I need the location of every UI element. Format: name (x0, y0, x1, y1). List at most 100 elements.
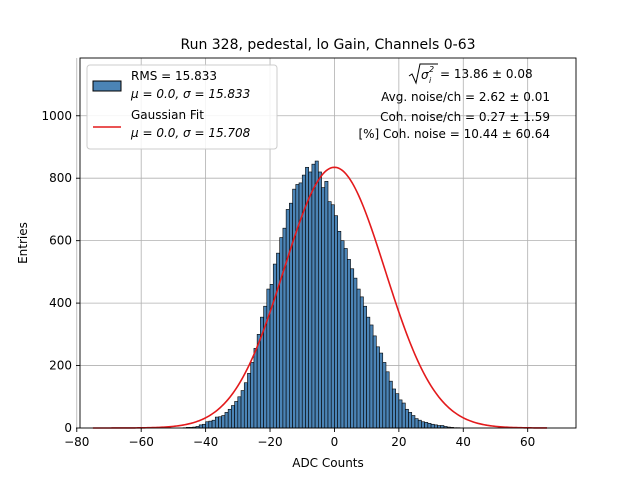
x-tick-label: 60 (520, 435, 535, 449)
histogram-bar (392, 388, 396, 429)
histogram-bar (221, 415, 226, 429)
histogram-bar (398, 399, 403, 429)
histogram-bar (427, 423, 432, 429)
legend-histogram-label: RMS = 15.833 (131, 69, 217, 83)
histogram-bar (208, 420, 213, 429)
histogram-bar (205, 421, 210, 429)
svg-text:σ: σ (421, 68, 429, 82)
histogram-bar (211, 419, 216, 429)
histogram-bar (218, 416, 223, 429)
histogram-bar (350, 268, 355, 429)
histogram-bar (411, 415, 416, 429)
histogram-bar (379, 352, 384, 429)
legend-histogram-swatch (92, 80, 122, 92)
histogram-bar (372, 335, 377, 429)
stats-sigma-symbol: σ 2 i (408, 63, 438, 85)
legend-histogram-label-line2: μ = 0.0, σ = 15.833 (130, 87, 250, 101)
histogram-bar (247, 373, 252, 429)
histogram-bar (353, 277, 358, 429)
x-tick-label: 20 (391, 435, 406, 449)
histogram-bar (388, 380, 393, 429)
histogram-bar (376, 346, 380, 429)
x-tick-label: 40 (456, 435, 471, 449)
y-tick-label: 600 (49, 234, 72, 248)
x-tick-label: 0 (331, 435, 339, 449)
histogram-bar (234, 401, 239, 429)
histogram-bar (408, 412, 413, 429)
histogram-bar (430, 423, 435, 429)
histogram-bar (292, 188, 297, 429)
svg-text:2: 2 (429, 65, 434, 74)
histogram-bars (182, 160, 461, 429)
histogram-bar (321, 187, 326, 429)
histogram-bar (231, 405, 235, 429)
x-axis-ticks: −80 −60 −40 −20 0 20 40 60 (64, 428, 535, 449)
y-tick-label: 0 (64, 421, 72, 435)
x-tick-label: −20 (257, 435, 282, 449)
y-tick-label: 800 (49, 171, 72, 185)
y-tick-label: 400 (49, 296, 72, 310)
stats-line3: Coh. noise/ch = 0.27 ± 1.59 (380, 110, 550, 124)
histogram-bar (359, 296, 364, 429)
histogram-bar (266, 288, 271, 429)
histogram-bar (314, 160, 319, 429)
histogram-bar (202, 423, 206, 429)
y-tick-label: 200 (49, 359, 72, 373)
x-tick-label: −80 (64, 435, 89, 449)
stats-line1: = 13.86 ± 0.08 (440, 67, 533, 81)
histogram-bar (295, 184, 300, 429)
stats-line4: [%] Coh. noise = 10.44 ± 60.64 (358, 127, 550, 141)
svg-text:i: i (429, 76, 432, 85)
axes-frame (79, 57, 577, 429)
histogram-bar (334, 215, 338, 429)
histogram-bar (363, 305, 367, 429)
histogram-bar (337, 230, 342, 429)
histogram-bar (289, 202, 293, 429)
histogram-bar (227, 408, 232, 429)
histogram-bar (318, 171, 322, 429)
histogram-bar (404, 408, 409, 429)
x-axis-label: ADC Counts (292, 456, 364, 470)
histogram-bar (253, 348, 258, 429)
histogram-bar (395, 393, 400, 429)
histogram-bar (343, 248, 348, 429)
histogram-bar (385, 371, 390, 429)
histogram-bar (276, 252, 280, 429)
histogram-bar (382, 362, 387, 429)
histogram-bar (214, 416, 219, 429)
histogram-bar (417, 419, 422, 429)
histogram-bar (282, 227, 287, 429)
histogram-bar (250, 362, 255, 429)
histogram-bar (347, 259, 351, 429)
histogram-bar (279, 237, 284, 429)
histogram-bar (285, 209, 290, 429)
histogram-bar (311, 163, 316, 429)
y-axis-ticks: 0 200 400 600 800 1000 (41, 109, 80, 435)
histogram-bar (237, 396, 242, 429)
histogram-bar (224, 412, 229, 429)
histogram-bar (366, 316, 371, 429)
gaussian-fit-curve (92, 166, 548, 429)
histogram-bar (308, 171, 313, 429)
histogram-bar (401, 402, 406, 429)
histogram-bar (369, 324, 374, 429)
legend-box (86, 64, 278, 150)
stats-box: σ 2 i = 13.86 ± 0.08 Avg. noise/ch = 2.6… (358, 63, 550, 141)
chart-title: Run 328, pedestal, lo Gain, Channels 0-6… (180, 37, 475, 53)
legend-fit-label: Gaussian Fit (131, 108, 204, 122)
legend-fit-label-line2: μ = 0.0, σ = 15.708 (130, 126, 251, 140)
y-axis-label: Entries (16, 222, 30, 264)
histogram-bar (198, 424, 203, 429)
histogram-bar (424, 422, 429, 429)
histogram-bar (243, 382, 248, 429)
histogram-bar (256, 334, 261, 429)
y-tick-label: 1000 (41, 109, 72, 123)
histogram-bar (240, 390, 245, 429)
stats-line2: Avg. noise/ch = 2.62 ± 0.01 (381, 90, 550, 104)
x-tick-label: −40 (193, 435, 218, 449)
histogram-bar (324, 181, 329, 429)
histogram-bar (272, 263, 277, 429)
histogram-bar (327, 201, 332, 429)
legend: RMS = 15.833 μ = 0.0, σ = 15.833 Gaussia… (86, 64, 278, 150)
